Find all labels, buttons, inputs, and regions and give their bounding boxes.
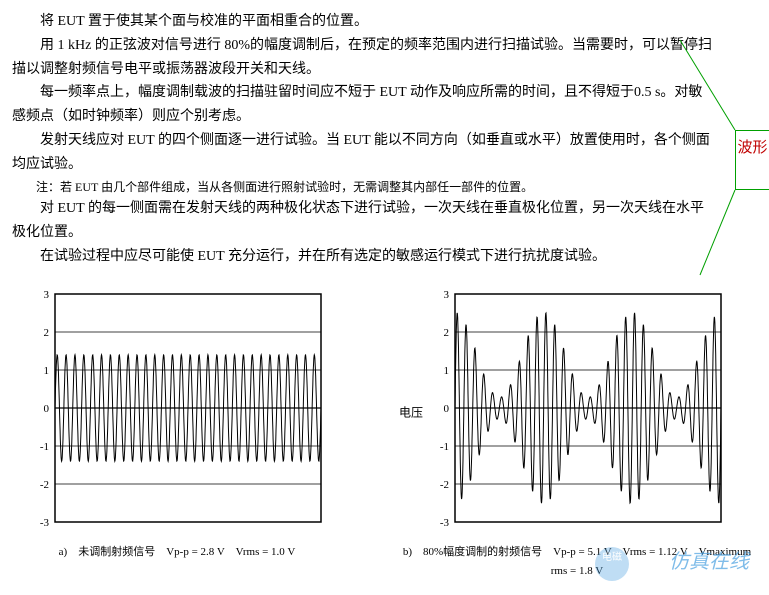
svg-text:3: 3 [44,289,50,301]
svg-text:0: 0 [44,403,50,415]
chart-a-svg: -3 -2 -1 0 1 2 3 [27,288,327,528]
chart-b-svg: -3 -2 -1 0 1 2 3 [427,288,727,528]
ylabel-b: 电压 [399,406,423,419]
callout-connector [0,0,769,300]
svg-text:-3: -3 [40,517,50,528]
caption-a: a) 未调制射频信号 Vp-p = 2.8 V Vrms = 1.0 V [59,543,296,562]
svg-text:-1: -1 [440,441,449,453]
svg-text:3: 3 [444,289,450,301]
svg-text:-3: -3 [440,517,450,528]
figure-row: -3 -2 -1 0 1 2 3 a) 未调制射频信号 Vp-p = 2.8 V Vrms … [12,288,757,580]
figure-b: 电压 -3-2-10123 b) 80%幅度调制的射频信号 Vp-p = 5.1… [397,288,757,580]
svg-text:-2: -2 [40,479,49,491]
svg-text:1: 1 [444,365,450,377]
watermark-circle: 电磁 [595,547,629,581]
svg-text:2: 2 [444,327,450,339]
svg-text:0: 0 [444,403,450,415]
svg-text:1: 1 [44,365,50,377]
svg-text:-1: -1 [40,441,49,453]
watermark-brand: 仿真在线 [669,545,749,579]
callout-box: 波形 [735,130,769,190]
svg-text:-2: -2 [440,479,449,491]
figure-a: -3 -2 -1 0 1 2 3 a) 未调制射频信号 Vp-p = 2.8 V Vrms … [27,288,327,580]
callout-label: 波形 [737,140,767,156]
svg-text:2: 2 [44,327,50,339]
